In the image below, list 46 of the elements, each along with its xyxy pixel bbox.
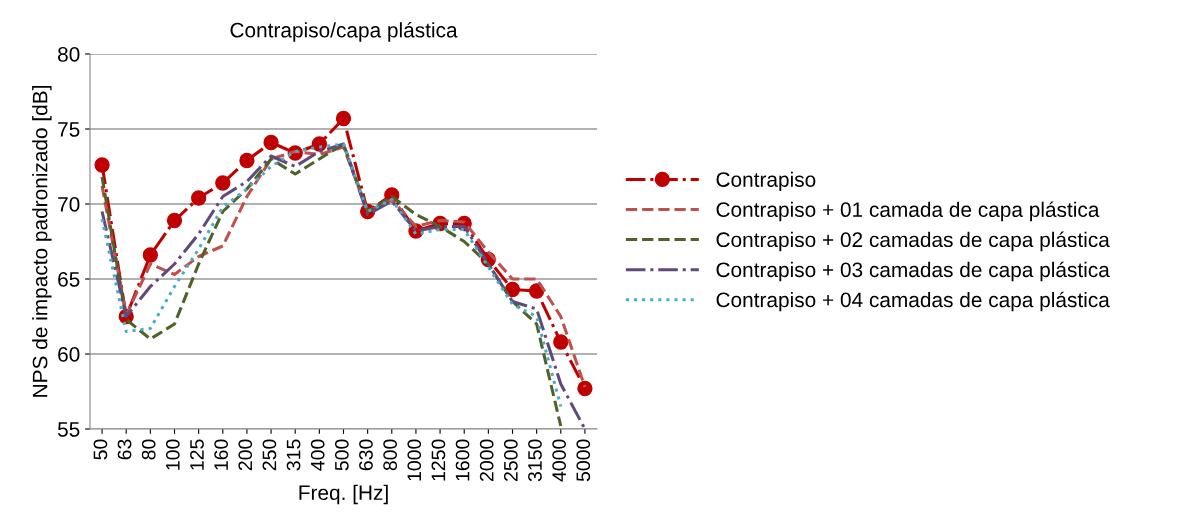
x-tick-label: 5000 — [576, 439, 591, 482]
x-tick-label: 1250 — [431, 439, 446, 481]
point — [504, 281, 521, 298]
point — [142, 247, 158, 263]
legend-label: Contrapiso + 04 camadas de capa plástica — [716, 291, 1110, 312]
x-tick-label: 630 — [359, 439, 373, 471]
x-tick-label: 200 — [238, 439, 253, 471]
point — [166, 212, 183, 229]
y-tick-label: 75 — [58, 122, 80, 137]
legend-label: Contrapiso + 01 camada de capa plástica — [716, 201, 1100, 222]
x-axis-title: Freq. [Hz] — [299, 484, 388, 505]
y-tick-label: 80 — [58, 47, 80, 62]
x-tick-label: 1000 — [407, 439, 422, 481]
y-tick-label: 65 — [58, 272, 80, 287]
x-tick-label: 100 — [165, 439, 180, 470]
x-tick-label: 50 — [93, 439, 108, 460]
legend-label: Contrapiso — [716, 171, 816, 192]
legend-label: Contrapiso + 03 camadas de capa plástica — [716, 261, 1110, 282]
x-tick-label: 63 — [117, 439, 132, 460]
x-tick-label: 125 — [190, 439, 204, 470]
point — [263, 134, 279, 151]
chart-title: Contrapiso/capa plástica — [230, 21, 458, 42]
x-tick-label: 160 — [214, 439, 229, 470]
x-tick-label: 800 — [383, 439, 398, 471]
point — [553, 334, 569, 350]
point — [335, 110, 352, 127]
point — [239, 152, 255, 169]
y-tick-label: 60 — [58, 347, 80, 362]
y-axis-title: NPS de impacto padronizado [dB] — [32, 86, 52, 397]
point — [94, 157, 110, 173]
x-tick-label: 4000 — [552, 439, 567, 482]
point — [215, 175, 231, 191]
x-tick-label: 1600 — [455, 439, 470, 481]
x-tick-label: 2500 — [503, 439, 518, 481]
x-tick-label: 400 — [310, 439, 325, 471]
y-tick-label: 55 — [57, 422, 80, 437]
y-tick-label: 70 — [58, 197, 80, 212]
x-tick-label: 500 — [334, 439, 349, 471]
legend-label: Contrapiso + 02 camadas de capa plástica — [716, 231, 1110, 252]
x-tick-label: 250 — [262, 439, 277, 471]
point — [191, 190, 207, 206]
x-tick-label: 3150 — [528, 439, 542, 482]
point — [577, 380, 593, 397]
x-tick-label: 315 — [286, 439, 301, 471]
x-tick-label: 2000 — [479, 439, 494, 481]
x-tick-label: 80 — [141, 439, 156, 460]
